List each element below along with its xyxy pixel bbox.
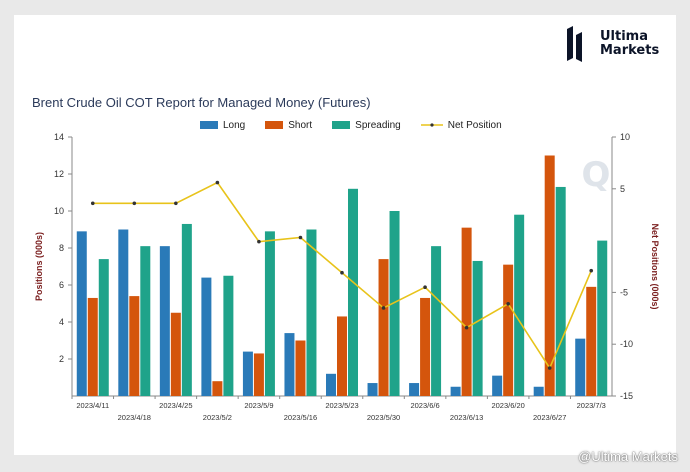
y-tick-label: 2 (59, 354, 64, 364)
y-tick-label: 14 (54, 132, 64, 142)
legend-item-net: Net Position (420, 119, 502, 131)
net-position-point (257, 239, 261, 244)
legend-label-net: Net Position (447, 119, 502, 131)
bar-long (159, 246, 170, 396)
bar-spreading (472, 260, 483, 396)
bar-spreading (431, 246, 442, 396)
bar-long (76, 231, 87, 396)
bar-short (420, 297, 431, 396)
legend: Long Short Spreading Net Position (200, 117, 522, 133)
legend-label-long: Long (223, 119, 246, 131)
bar-spreading (597, 240, 608, 396)
bar-spreading (140, 246, 151, 396)
bar-long (201, 277, 212, 396)
bar-spreading (98, 259, 109, 396)
bar-long (575, 338, 586, 396)
legend-label-short: Short (288, 119, 313, 131)
bar-spreading (514, 214, 525, 396)
y-tick-label: 10 (54, 206, 64, 216)
net-position-point (423, 285, 427, 290)
x-tick-label: 2023/5/2 (203, 413, 232, 422)
x-tick-label: 2023/5/30 (367, 413, 400, 422)
net-position-point (381, 306, 386, 310)
ultima-logo-icon (567, 26, 582, 62)
x-tick-label: 2023/5/23 (325, 401, 358, 410)
legend-item-long: Long (200, 120, 245, 131)
x-tick-label: 2023/4/25 (159, 401, 192, 410)
bar-long (118, 229, 129, 396)
bar-short (378, 259, 389, 396)
bar-short (586, 286, 597, 396)
bar-spreading (181, 223, 192, 396)
x-tick-label: 2023/4/18 (118, 413, 151, 422)
x-tick-label: 2023/6/20 (491, 401, 524, 410)
net-position-point (589, 268, 594, 273)
bar-short (461, 227, 472, 396)
y-tick-label: 4 (59, 317, 64, 327)
bar-spreading (348, 188, 358, 396)
bar-long (284, 333, 295, 396)
net-position-point (506, 301, 510, 306)
y-axis-label: Positions (000s) (34, 232, 44, 301)
bar-long (326, 373, 336, 396)
net-position-point (464, 325, 469, 330)
legend-item-spreading: Spreading (332, 120, 401, 131)
bar-short (544, 155, 555, 396)
legend-swatch-net (420, 123, 443, 127)
net-position-point (174, 201, 178, 206)
bar-short (170, 312, 181, 396)
x-tick-label: 2023/6/13 (450, 413, 483, 422)
bar-short (295, 340, 306, 396)
legend-swatch-short (265, 121, 284, 129)
net-position-point (90, 201, 95, 206)
legend-label-spreading: Spreading (355, 119, 401, 131)
bar-long (450, 386, 461, 396)
q-watermark-icon: Q (582, 155, 611, 195)
y-right-tick-label: -15 (620, 391, 633, 401)
bar-spreading (264, 231, 275, 396)
net-position-point (298, 235, 303, 240)
bar-spreading (306, 229, 317, 396)
legend-swatch-spreading (332, 121, 351, 129)
x-tick-label: 2023/5/9 (244, 401, 273, 410)
y-tick-label: 12 (54, 169, 64, 179)
net-position-point (547, 366, 552, 370)
y-right-tick-label: 10 (620, 132, 630, 142)
y-right-tick-label: 5 (620, 184, 625, 194)
x-tick-label: 2023/7/3 (577, 401, 606, 410)
y-tick-label: 8 (59, 243, 64, 253)
bar-long (533, 386, 544, 396)
bar-short (337, 316, 347, 396)
x-tick-label: 2023/5/16 (284, 413, 317, 422)
bar-long (492, 375, 503, 396)
net-position-point (215, 180, 220, 185)
bar-long (367, 383, 378, 396)
bar-long (409, 383, 420, 396)
x-tick-label: 2023/6/6 (410, 401, 439, 410)
bar-short (129, 296, 140, 396)
bar-spreading (389, 211, 400, 396)
y-right-axis-label: Net Positions (000s) (650, 223, 660, 309)
chart-title: Brent Crude Oil COT Report for Managed M… (32, 95, 371, 110)
watermark: @Ultima Markets (578, 449, 678, 464)
bar-spreading (555, 186, 566, 396)
net-position-point (340, 270, 344, 275)
bar-short (253, 353, 264, 396)
x-tick-label: 2023/6/27 (533, 413, 566, 422)
y-right-tick-label: -10 (620, 339, 633, 349)
y-tick-label: 6 (59, 280, 64, 290)
bar-short (87, 297, 98, 396)
bar-spreading (223, 275, 234, 396)
bar-long (242, 351, 253, 396)
y-right-tick-label: -5 (620, 287, 628, 297)
bar-short (503, 264, 514, 396)
brand-name: Ultima Markets (600, 29, 660, 58)
x-tick-label: 2023/4/11 (76, 401, 109, 410)
legend-swatch-long (200, 121, 218, 129)
bar-short (212, 381, 223, 396)
net-position-point (132, 201, 137, 206)
brand: Ultima Markets (566, 24, 659, 64)
legend-item-short: Short (265, 120, 312, 131)
